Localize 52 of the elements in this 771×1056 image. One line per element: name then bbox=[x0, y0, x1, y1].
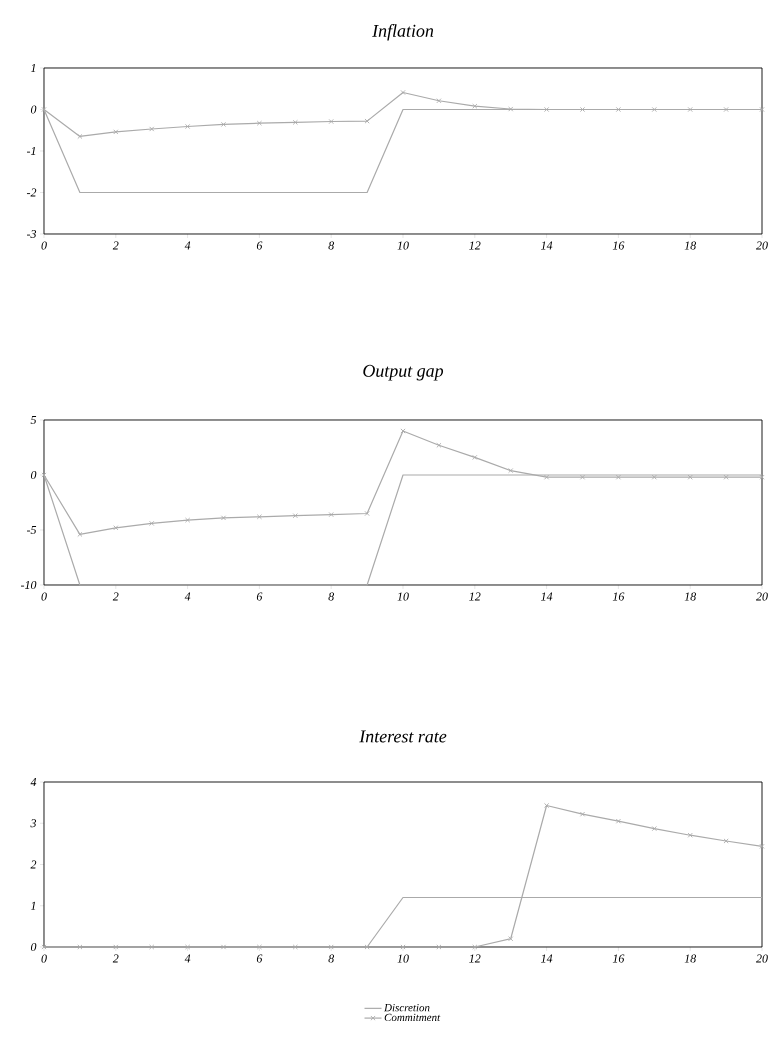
y-tick-label: -5 bbox=[26, 526, 36, 534]
x-tick-label: 8 bbox=[328, 954, 334, 963]
x-tick-label: 12 bbox=[469, 592, 481, 601]
x-tick-label: 10 bbox=[397, 592, 409, 601]
y-tick-label: -1 bbox=[26, 147, 36, 155]
x-tick-label: 4 bbox=[184, 592, 191, 601]
x-tick-label: 16 bbox=[612, 241, 625, 250]
y-tick-label: 0 bbox=[30, 942, 37, 952]
x-tick-label: 18 bbox=[684, 954, 696, 963]
chart-title: Output gap bbox=[363, 364, 443, 381]
y-tick-label: 1 bbox=[30, 64, 36, 72]
x-tick-label: 10 bbox=[397, 954, 409, 963]
x-tick-label: 6 bbox=[256, 592, 263, 601]
x-tick-label: 6 bbox=[256, 241, 263, 250]
legend-label: Discretion bbox=[383, 1003, 430, 1012]
x-tick-label: 16 bbox=[612, 954, 625, 963]
x-tick-label: 14 bbox=[540, 241, 553, 250]
y-tick-label: 1 bbox=[30, 901, 36, 910]
x-tick-label: 2 bbox=[112, 241, 119, 250]
y-tick-label: -10 bbox=[20, 580, 37, 590]
x-tick-label: 0 bbox=[41, 592, 47, 601]
x-tick-label: 0 bbox=[41, 241, 47, 250]
legend-label: Commitment bbox=[384, 1013, 441, 1022]
chart-title: Interest rate bbox=[359, 730, 447, 743]
y-tick-label: -2 bbox=[26, 188, 37, 197]
x-tick-label: 2 bbox=[112, 954, 119, 963]
x-tick-label: 20 bbox=[755, 954, 768, 963]
x-tick-label: 14 bbox=[540, 592, 553, 601]
y-tick-label: 4 bbox=[30, 778, 37, 786]
x-tick-label: 18 bbox=[684, 241, 696, 250]
x-tick-label: 12 bbox=[469, 241, 481, 250]
chart-title: Inflation bbox=[371, 24, 434, 41]
y-tick-label: 0 bbox=[30, 105, 37, 114]
x-tick-label: 2 bbox=[112, 592, 119, 601]
y-tick-label: 2 bbox=[30, 860, 37, 869]
x-tick-label: 8 bbox=[328, 592, 334, 601]
x-tick-label: 16 bbox=[612, 592, 625, 601]
x-tick-label: 20 bbox=[755, 241, 768, 250]
x-tick-label: 0 bbox=[41, 954, 47, 963]
y-tick-label: 0 bbox=[30, 470, 37, 480]
x-tick-label: 12 bbox=[469, 954, 481, 963]
y-tick-label: 5 bbox=[30, 416, 36, 424]
y-tick-label: -3 bbox=[26, 229, 36, 238]
x-tick-label: 6 bbox=[256, 954, 263, 963]
x-tick-label: 10 bbox=[397, 241, 409, 250]
x-tick-label: 18 bbox=[684, 592, 696, 601]
x-tick-label: 4 bbox=[184, 241, 191, 250]
x-tick-label: 14 bbox=[540, 954, 553, 963]
x-tick-label: 8 bbox=[328, 241, 334, 250]
x-tick-label: 4 bbox=[184, 954, 191, 963]
x-tick-label: 20 bbox=[755, 592, 768, 601]
y-tick-label: 3 bbox=[30, 819, 36, 828]
